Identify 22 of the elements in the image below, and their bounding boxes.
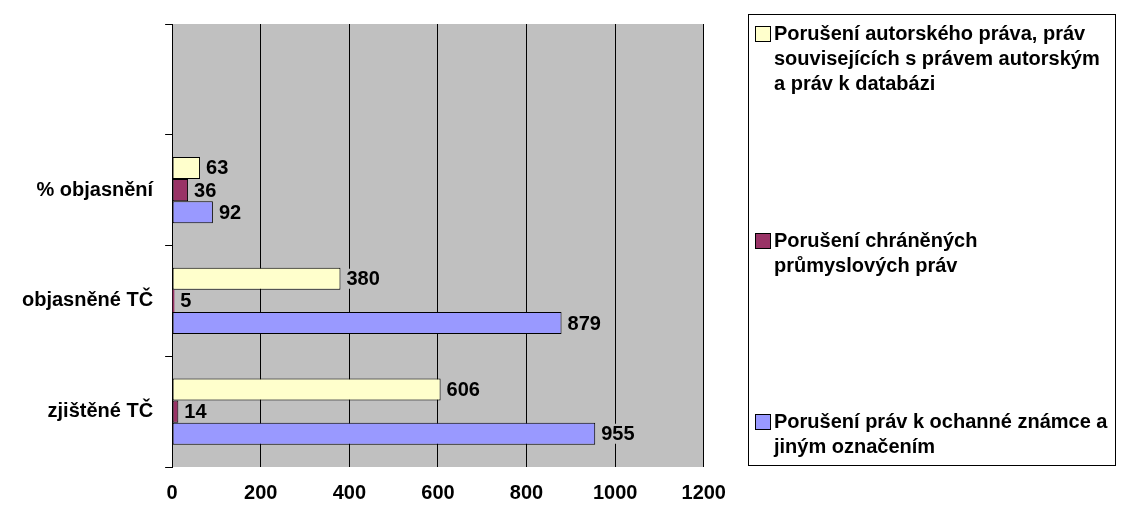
legend-label: Porušení práv k ochanné známce a jiným označením — [774, 409, 1109, 459]
x-tick-label: 1200 — [681, 480, 726, 503]
data-label: 36 — [194, 178, 217, 201]
data-label: 14 — [184, 400, 208, 423]
data-label: 955 — [601, 422, 635, 445]
x-tick-label: 400 — [332, 480, 367, 503]
data-label: 380 — [346, 267, 380, 290]
legend-label: Porušení autorského práva, práv souvisejících s právem autorským a práv k databázi — [774, 21, 1101, 96]
data-label: 63 — [206, 156, 229, 179]
data-label: 5 — [180, 289, 192, 312]
y-tick-label: objasněné TČ — [21, 287, 154, 311]
data-label: 879 — [567, 311, 601, 334]
x-tick-label: 1000 — [592, 480, 638, 503]
data-label: 92 — [218, 200, 242, 223]
y-tick-label: % objasnění — [36, 177, 155, 200]
x-tick-label: 200 — [244, 480, 278, 503]
x-tick-label: 0 — [166, 480, 178, 503]
x-tick-label: 800 — [509, 480, 544, 503]
x-tick-label: 600 — [421, 480, 455, 503]
y-tick-label: zjištěné TČ — [47, 398, 154, 422]
legend-label: Porušení chráněných průmyslových práv — [774, 227, 979, 278]
data-label: 606 — [446, 377, 480, 400]
